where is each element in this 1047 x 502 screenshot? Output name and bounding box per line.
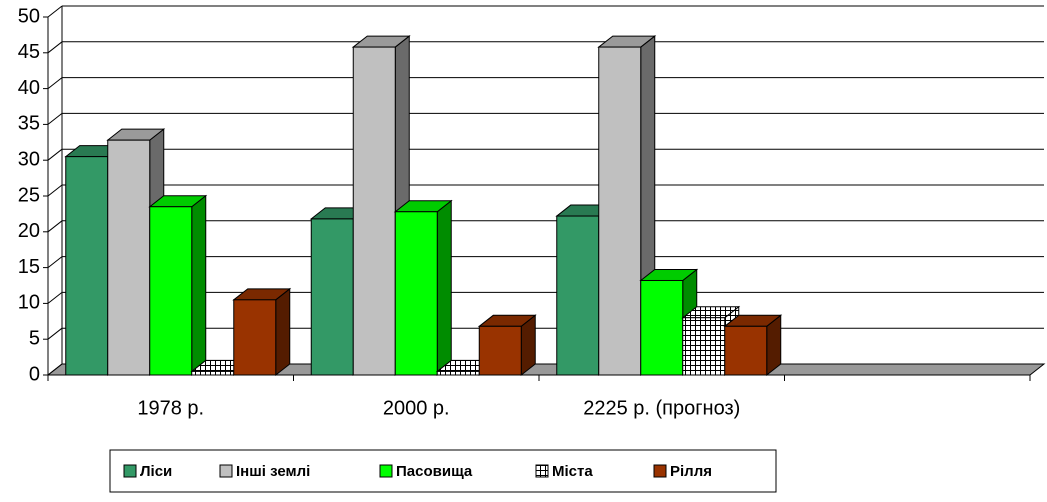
legend-swatch [123, 464, 137, 478]
bar [640, 279, 684, 376]
bar [598, 46, 642, 376]
bar [310, 218, 354, 376]
grid-diag [47, 256, 63, 268]
grid-diag [47, 220, 63, 233]
bar-side [275, 287, 291, 377]
bar [233, 299, 277, 376]
grid-diag [47, 113, 63, 125]
bar [682, 317, 726, 376]
bar [724, 325, 768, 376]
bar-side [191, 194, 207, 377]
legend-label: Інші землі [236, 463, 310, 480]
legend-label: Ліси [140, 463, 172, 480]
legend-swatch [653, 464, 667, 478]
bar-side [436, 199, 452, 377]
y-tick-label: 40 [18, 77, 40, 99]
legend-swatch [219, 464, 233, 478]
y-tick-label: 45 [18, 41, 40, 63]
bar [436, 370, 480, 376]
legend-label: Рілля [670, 463, 712, 480]
grid-diag [47, 148, 63, 161]
grid-diag [47, 41, 63, 54]
grid-diag [47, 363, 63, 376]
grid-diag [47, 77, 63, 89]
bar [478, 325, 522, 376]
y-tick-label: 50 [18, 5, 40, 27]
y-tick-label: 5 [29, 327, 40, 349]
bar [149, 206, 193, 376]
y-tick-label: 25 [18, 184, 40, 206]
y-tick-label: 35 [18, 113, 40, 135]
legend-label: Пасовища [396, 463, 473, 480]
bar [65, 156, 109, 376]
x-tick-label: 2225 р. (прогноз) [583, 397, 740, 419]
bar [394, 211, 438, 376]
grid-diag [47, 184, 63, 197]
legend-swatch [379, 464, 393, 478]
grid-diag [47, 327, 63, 340]
y-tick-label: 15 [18, 256, 40, 278]
x-tick-label: 2000 р. [383, 397, 450, 419]
grid-diag [47, 292, 63, 304]
legend-label: Міста [552, 463, 593, 480]
bar [191, 370, 235, 376]
grid-diag [47, 5, 63, 18]
bar [352, 46, 396, 376]
legend-swatch [535, 464, 549, 478]
bar [107, 139, 151, 376]
x-tick-label: 1978 р. [137, 397, 204, 419]
bar [556, 215, 600, 376]
y-tick-label: 0 [29, 363, 40, 385]
y-tick-label: 20 [18, 220, 40, 242]
y-tick-label: 10 [18, 292, 40, 314]
y-tick-label: 30 [18, 148, 40, 170]
